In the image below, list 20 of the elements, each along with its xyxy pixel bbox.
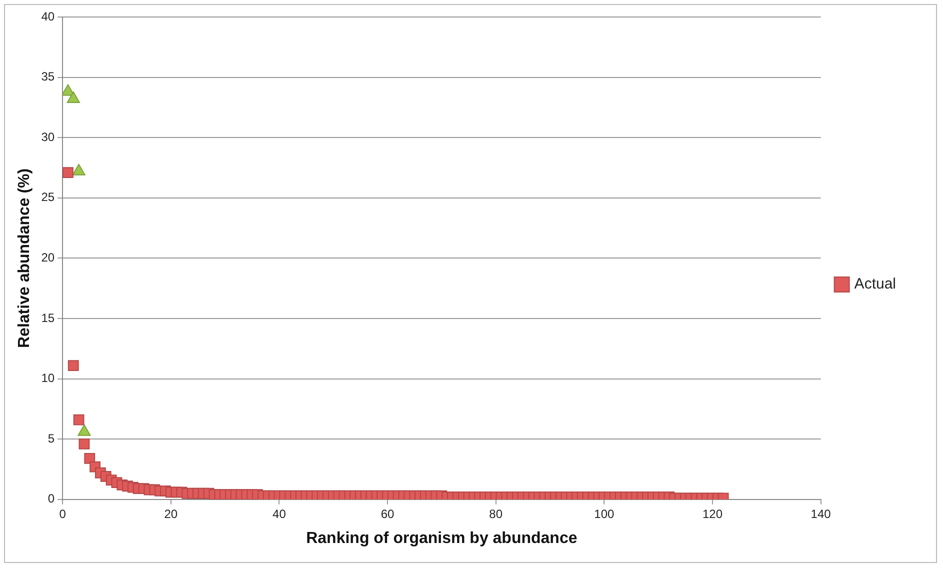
- y-tick-label: 5: [48, 431, 55, 446]
- y-tick-label: 25: [41, 190, 55, 204]
- y-tick-label: 10: [41, 371, 55, 386]
- y-tick-label: 30: [41, 130, 55, 144]
- y-tick-label: 35: [41, 70, 55, 84]
- y-tick-label: 0: [48, 492, 55, 506]
- y-axis-title: Relative abundance (%): [16, 168, 34, 348]
- x-tick-label: 80: [489, 506, 503, 521]
- x-tick-label: 100: [594, 506, 614, 521]
- legend-label: Actual: [854, 276, 896, 293]
- y-tick-label: 40: [41, 9, 55, 24]
- y-tick-label: 20: [41, 250, 55, 265]
- x-tick-label: 0: [59, 506, 66, 521]
- x-tick-label: 60: [380, 506, 395, 521]
- x-tick-label: 140: [810, 506, 832, 521]
- x-axis-title: Ranking of organism by abundance: [306, 530, 578, 547]
- x-tick-label: 40: [272, 506, 286, 521]
- x-tick-label: 20: [164, 506, 178, 521]
- y-tick-label: 15: [41, 310, 55, 325]
- x-tick-label: 120: [702, 506, 723, 521]
